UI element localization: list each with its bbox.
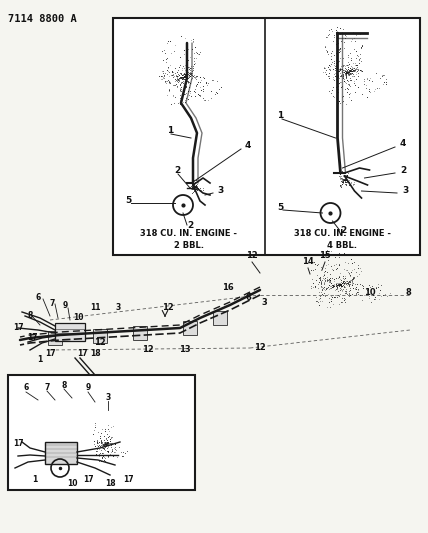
Text: 1: 1: [33, 474, 38, 483]
Text: 10: 10: [73, 313, 83, 322]
Text: 12: 12: [162, 303, 174, 312]
Text: 10: 10: [364, 288, 376, 297]
Text: 2: 2: [187, 221, 193, 230]
Text: 15: 15: [319, 251, 331, 260]
Bar: [93, 329, 107, 343]
Text: 2 BBL.: 2 BBL.: [174, 240, 204, 249]
Text: 17: 17: [77, 349, 87, 358]
Text: 17: 17: [13, 439, 23, 448]
Text: 318 CU. IN. ENGINE -: 318 CU. IN. ENGINE -: [294, 229, 391, 238]
Text: 6: 6: [245, 293, 251, 302]
Text: 17: 17: [83, 474, 93, 483]
Text: 3: 3: [105, 392, 110, 401]
Text: 9: 9: [85, 384, 91, 392]
Text: 9: 9: [62, 302, 68, 311]
Text: 5: 5: [125, 196, 131, 205]
Text: 8: 8: [27, 311, 33, 319]
Text: 318 CU. IN. ENGINE -: 318 CU. IN. ENGINE -: [140, 229, 238, 238]
Text: 2: 2: [400, 166, 406, 175]
Text: 12: 12: [254, 343, 266, 352]
Text: 12: 12: [94, 338, 106, 347]
Text: 7114 8800 A: 7114 8800 A: [8, 14, 77, 24]
Bar: [48, 331, 62, 345]
Text: 7: 7: [45, 383, 50, 392]
Text: 17: 17: [45, 349, 55, 358]
Text: 8: 8: [61, 381, 67, 390]
Text: 13: 13: [179, 345, 191, 354]
Text: 1: 1: [37, 356, 43, 365]
Text: 4: 4: [245, 141, 251, 150]
Bar: [213, 311, 227, 325]
Bar: [133, 326, 147, 340]
Text: 3: 3: [217, 186, 223, 195]
Text: 8: 8: [405, 288, 411, 297]
Text: 10: 10: [67, 480, 77, 489]
Text: 18: 18: [105, 479, 115, 488]
Text: 3: 3: [261, 298, 267, 307]
Text: 17: 17: [27, 334, 37, 343]
Text: 6: 6: [36, 294, 41, 303]
Text: 14: 14: [302, 257, 314, 266]
Text: 11: 11: [90, 303, 100, 312]
Text: 3: 3: [116, 303, 121, 312]
Text: 6: 6: [24, 384, 29, 392]
Text: 3: 3: [402, 186, 408, 195]
Text: 7: 7: [49, 298, 55, 308]
Text: 12: 12: [246, 251, 258, 260]
Bar: [8, 375, 195, 490]
Bar: [113, 18, 420, 255]
Text: 2: 2: [341, 226, 347, 235]
Bar: [45, 442, 77, 464]
Text: 12: 12: [142, 345, 154, 354]
Text: 2: 2: [174, 166, 180, 175]
Bar: [55, 323, 85, 341]
Text: 4: 4: [400, 139, 406, 148]
Text: 1: 1: [277, 111, 283, 120]
Text: 16: 16: [222, 283, 234, 292]
Text: 18: 18: [90, 349, 100, 358]
Text: 4 BBL.: 4 BBL.: [327, 240, 357, 249]
Text: 5: 5: [277, 203, 283, 212]
Bar: [183, 321, 197, 335]
Text: 17: 17: [13, 324, 23, 333]
Text: 1: 1: [167, 126, 173, 135]
Text: 17: 17: [123, 474, 133, 483]
